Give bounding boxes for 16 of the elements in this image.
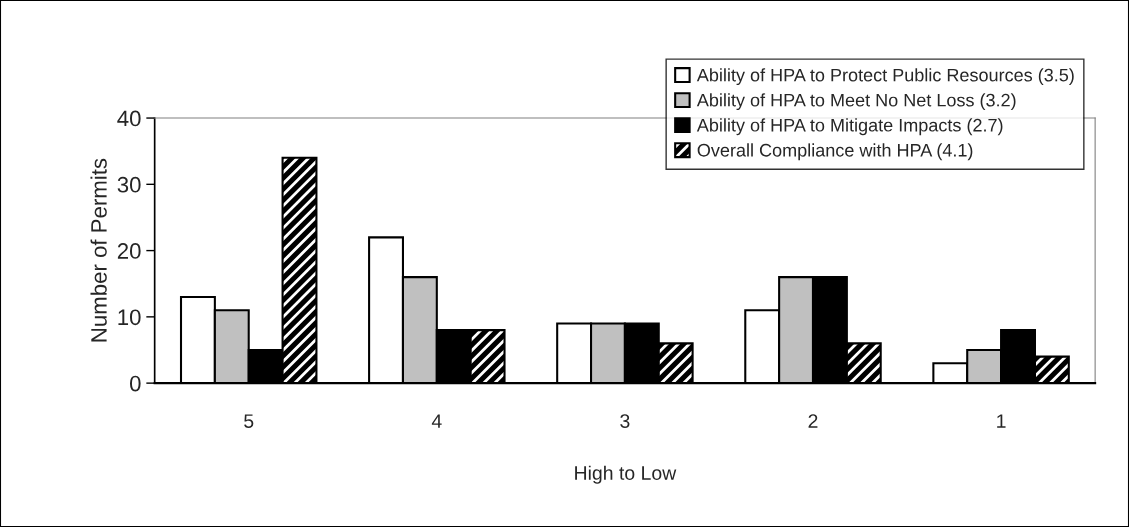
legend-label: Overall Compliance with HPA (4.1) <box>697 143 973 161</box>
y-tick-label: 30 <box>117 176 141 193</box>
x-tick-label: 5 <box>244 414 254 428</box>
legend-label: Ability of HPA to Meet No Net Loss (3.2) <box>696 93 1016 111</box>
y-tick-label: 20 <box>117 243 141 259</box>
legend-label: Ability of HPA to Mitigate Impacts (2.7) <box>696 118 1003 136</box>
y-tick-label: 40 <box>117 110 141 127</box>
x-tick-label: 4 <box>431 414 442 428</box>
x-tick-label: 2 <box>808 414 818 428</box>
x-tick-label: 3 <box>620 414 630 428</box>
y-axis-title: Number of Permits <box>90 158 107 342</box>
y-tick-label: 10 <box>118 309 141 326</box>
legend-label: Ability of HPA to Protect Public Resources (3.5) <box>696 68 1074 86</box>
y-tick-label: 0 <box>129 375 141 392</box>
x-tick-label: 1 <box>997 414 1006 428</box>
x-axis-title: High to Low <box>575 465 677 484</box>
